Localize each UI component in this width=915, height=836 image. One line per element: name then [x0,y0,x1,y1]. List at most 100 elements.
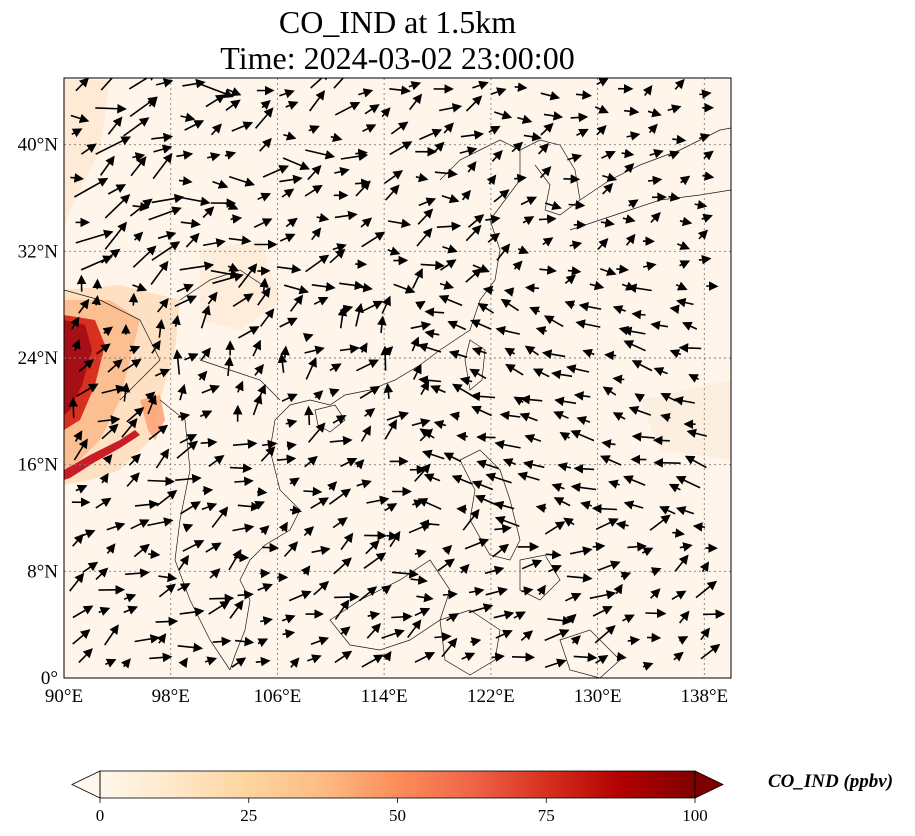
wind-arrow [674,78,685,90]
wind-arrow [564,592,582,602]
wind-arrow [532,368,550,378]
colorbar-label: CO_IND (ppbv) [768,771,894,792]
wind-arrow [334,650,353,664]
wind-arrow [649,149,664,159]
wind-arrow [647,108,662,118]
wind-arrow [667,104,682,114]
wind-arrow [358,342,368,354]
wind-arrow [105,543,116,554]
wind-arrow [334,210,358,221]
wind-arrow [500,298,520,312]
wind-arrow [513,611,526,621]
wind-arrow [439,103,463,113]
wind-arrow [437,558,455,572]
wind-arrow [252,339,262,357]
wind-arrow [308,125,320,135]
wind-arrow [694,199,708,210]
lon-tick-label: 138°E [680,686,728,707]
wind-arrow [676,297,694,308]
wind-arrow [448,349,468,360]
wind-arrow [653,367,668,377]
wind-arrow [238,326,260,339]
wind-arrow [470,319,492,330]
wind-arrow [123,605,138,615]
wind-arrow [570,482,597,493]
wind-arrow [679,175,691,186]
wind-arrow [699,133,711,143]
wind-arrow [175,473,202,484]
wind-arrow [566,364,590,374]
wind-arrow [176,150,194,160]
wind-arrow [600,266,617,276]
wind-arrow [354,302,364,327]
wind-arrow [355,148,368,159]
wind-arrow [384,419,398,440]
wind-arrow [184,120,205,131]
wind-arrow [205,94,226,108]
wind-arrow [505,363,524,376]
colorbar-tick-label: 75 [537,806,555,825]
wind-arrow [364,104,380,115]
wind-arrow [311,545,331,556]
wind-arrow [612,412,626,422]
wind-arrow [228,549,242,571]
wind-arrow [418,197,437,207]
wind-arrow [133,231,144,242]
wind-arrow [329,363,342,373]
wind-arrow [72,533,84,547]
wind-arrow [622,326,646,336]
wind-arrow [461,189,472,201]
wind-arrow [129,198,153,217]
wind-arrow [411,267,423,289]
wind-arrow [673,396,695,406]
wind-arrow [179,501,201,515]
wind-arrow [260,446,276,462]
wind-arrow [282,157,310,171]
wind-arrow [182,540,205,552]
wind-arrow [199,410,213,420]
wind-arrow [520,630,534,642]
wind-arrow [104,624,119,646]
wind-arrow [354,459,365,470]
wind-arrow [99,155,115,176]
wind-arrow [259,137,272,152]
wind-arrow [383,170,404,185]
wind-arrow [476,459,499,470]
wind-arrow [358,88,374,98]
wind-arrow [130,156,147,177]
wind-arrow [443,452,462,463]
wind-arrow [469,368,487,380]
wind-arrow [286,441,297,451]
wind-arrow [179,261,215,271]
wind-arrow [542,237,554,247]
wind-arrow [591,503,618,514]
wind-arrow [456,504,467,515]
wind-arrow [305,357,317,380]
lon-tick-label: 90°E [45,686,83,707]
wind-arrow [502,458,516,468]
wind-arrow [281,614,296,624]
wind-arrow [228,175,256,187]
wind-arrow [492,543,510,558]
wind-arrow [647,123,658,135]
wind-arrow [355,180,371,197]
wind-arrow [225,201,239,210]
wind-arrow [540,91,561,101]
wind-arrow [495,326,520,336]
lon-tick-label: 122°E [467,686,515,707]
wind-arrow [487,232,501,243]
wind-arrow [283,541,299,558]
wind-arrow [147,394,157,415]
wind-arrow [645,608,667,619]
wind-arrow [358,586,378,602]
wind-arrow [701,213,713,223]
wind-arrow [559,431,571,442]
wind-arrow [68,397,79,418]
wind-arrow [668,150,680,160]
wind-arrow [151,339,161,354]
wind-arrow [155,448,170,469]
wind-arrow [391,568,419,579]
wind-arrow [408,93,423,111]
wind-arrow [616,264,629,274]
wind-arrow [441,194,460,204]
